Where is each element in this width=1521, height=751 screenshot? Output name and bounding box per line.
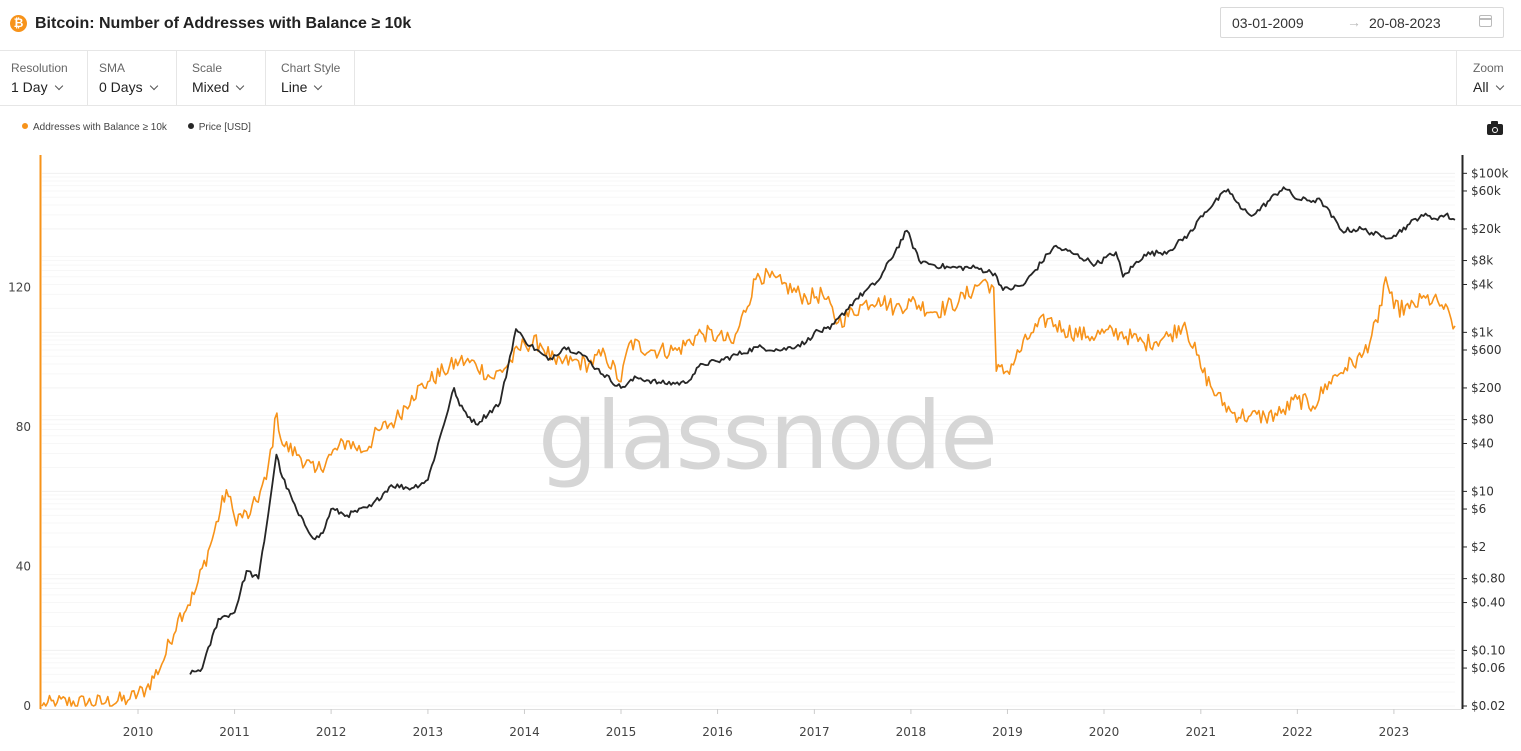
x-tick-label: 2020	[1089, 725, 1120, 739]
x-axis-ticks: 2010 2011 2012 2013 2014 2015 2016 2017 2018 2019…	[123, 709, 1409, 739]
resolution-value[interactable]: 1 Day	[11, 79, 63, 95]
left-y-tick-label: 120	[8, 281, 31, 295]
x-tick-label: 2022	[1282, 725, 1313, 739]
x-tick-label: 2011	[219, 725, 250, 739]
left-y-tick-label: 80	[16, 420, 31, 434]
right-y-tick-label: $0.02	[1471, 699, 1505, 713]
right-y-tick-label: $1k	[1471, 325, 1493, 339]
date-to-input[interactable]: 20-08-2023	[1369, 15, 1441, 31]
chevron-down-icon	[149, 81, 158, 91]
left-y-tick-label: 0	[23, 699, 31, 713]
right-y-tick-label: $80	[1471, 413, 1494, 427]
calendar-icon[interactable]	[1479, 15, 1492, 27]
x-tick-label: 2021	[1186, 725, 1217, 739]
right-y-tick-label: $0.80	[1471, 572, 1505, 586]
chevron-down-icon	[54, 81, 63, 91]
resolution-dropdown[interactable]: Resolution 1 Day	[0, 51, 88, 105]
chart-header: ₿ Bitcoin: Number of Addresses with Bala…	[0, 0, 1521, 51]
price-series-line	[189, 186, 1456, 675]
legend-dot	[22, 123, 28, 129]
right-y-tick-label: $40	[1471, 437, 1494, 451]
right-y-tick-label: $0.40	[1471, 596, 1505, 610]
legend-item-addresses[interactable]: Addresses with Balance ≥ 10k	[22, 122, 167, 133]
legend-dot	[187, 123, 194, 129]
x-tick-label: 2013	[413, 725, 444, 739]
right-y-tick-label: $60k	[1471, 184, 1501, 198]
date-from-input[interactable]: 03-01-2009	[1232, 15, 1304, 31]
legend-item-price[interactable]: Price [USD]	[187, 122, 251, 133]
scale-dropdown[interactable]: Scale Mixed	[177, 51, 266, 105]
right-y-tick-label: $8k	[1471, 254, 1493, 268]
page-title: Bitcoin: Number of Addresses with Balanc…	[35, 15, 412, 32]
x-tick-label: 2010	[123, 725, 154, 739]
right-axis-ticks: $100k $60k $20k $8k $4k $1k $600 $200 $80 $40 $10 $…	[1462, 166, 1509, 713]
scale-value[interactable]: Mixed	[192, 79, 245, 95]
x-tick-label: 2019	[992, 725, 1023, 739]
zoom-dropdown[interactable]: Zoom All	[1456, 51, 1521, 105]
zoom-value[interactable]: All	[1473, 79, 1504, 95]
bitcoin-icon: ₿	[10, 15, 27, 32]
grid-lines	[42, 172, 1455, 707]
chart-controls: Resolution 1 Day SMA 0 Days Scale Mixed …	[0, 51, 1521, 106]
chart-style-dropdown[interactable]: Chart Style Line	[266, 51, 355, 105]
right-y-tick-label: $0.10	[1471, 643, 1505, 657]
right-y-tick-label: $100k	[1471, 166, 1509, 180]
x-tick-label: 2018	[896, 725, 927, 739]
chart-style-label: Chart Style	[281, 61, 341, 75]
chart-legend: Addresses with Balance ≥ 10k Price [USD]	[22, 122, 269, 133]
date-range-picker[interactable]: 03-01-2009 → 20-08-2023	[1220, 7, 1504, 38]
left-y-tick-label: 40	[16, 560, 31, 574]
right-y-tick-label: $2	[1471, 540, 1486, 554]
addresses-series-line	[41, 267, 1456, 707]
x-tick-label: 2023	[1379, 725, 1410, 739]
right-y-tick-label: $200	[1471, 381, 1502, 395]
camera-icon[interactable]	[1487, 121, 1503, 135]
right-y-tick-label: $6	[1471, 502, 1486, 516]
chevron-down-icon	[236, 81, 245, 91]
scale-label: Scale	[192, 61, 223, 75]
zoom-label: Zoom	[1473, 61, 1504, 75]
x-tick-label: 2014	[509, 725, 540, 739]
chart-canvas: glassnode 2010 2011 2012 2013 2014 2015 2016 20…	[8, 155, 1509, 739]
chart-style-value[interactable]: Line	[281, 79, 323, 95]
right-y-tick-label: $0.06	[1471, 661, 1505, 675]
sma-label: SMA	[99, 61, 126, 75]
sma-value[interactable]: 0 Days	[99, 79, 158, 95]
x-tick-label: 2017	[799, 725, 830, 739]
watermark: glassnode	[538, 382, 996, 491]
sma-dropdown[interactable]: SMA 0 Days	[88, 51, 177, 105]
right-y-tick-label: $4k	[1471, 277, 1493, 291]
arrow-right-icon: →	[1347, 14, 1361, 30]
right-y-tick-label: $600	[1471, 343, 1502, 357]
x-tick-label: 2012	[316, 725, 347, 739]
resolution-label: Resolution	[11, 61, 68, 75]
left-axis-ticks: 0 40 80 120	[8, 281, 31, 713]
chevron-down-icon	[1495, 81, 1504, 91]
x-tick-label: 2015	[606, 725, 637, 739]
right-y-tick-label: $20k	[1471, 222, 1501, 236]
x-tick-label: 2016	[702, 725, 733, 739]
chevron-down-icon	[314, 81, 323, 91]
right-y-tick-label: $10	[1471, 484, 1494, 498]
